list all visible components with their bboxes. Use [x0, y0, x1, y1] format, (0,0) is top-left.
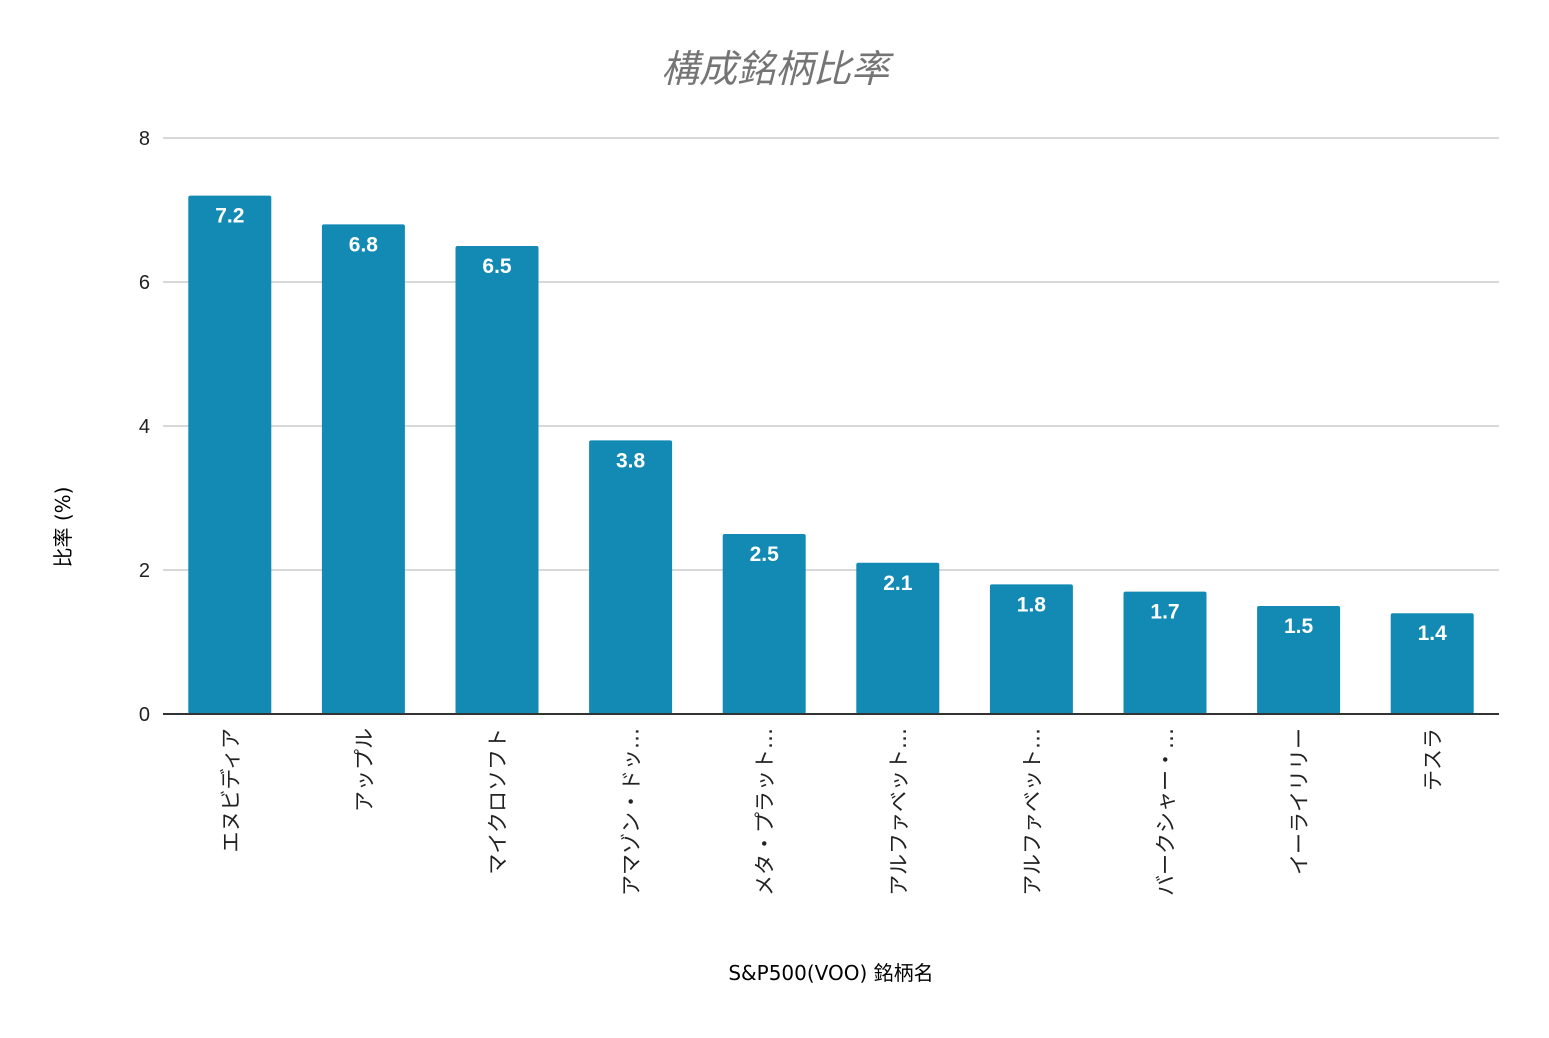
- x-tick-label: アルファベット…: [887, 728, 911, 896]
- x-axis-ticks: エヌビディア アップル マイクロソフト アマゾン・ドッ… メタ・プラット… アルファベット…: [219, 728, 1445, 896]
- x-tick-label: イーライリリー: [1288, 728, 1312, 875]
- bar-value-label: 6.8: [349, 233, 379, 256]
- x-tick-label: マイクロソフト: [486, 728, 510, 875]
- bar-value-label: 1.8: [1017, 593, 1047, 616]
- bar: [589, 440, 673, 714]
- y-tick-label: 0: [139, 704, 150, 726]
- x-axis-title: S&P500(VOO) 銘柄名: [728, 961, 933, 985]
- bar-value-label: 2.5: [750, 543, 780, 566]
- x-tick-label: アマゾン・ドッ…: [620, 728, 644, 896]
- bar: [1123, 591, 1207, 714]
- x-tick-label: アルファベット…: [1020, 728, 1044, 896]
- bar-value-label: 3.8: [616, 449, 646, 472]
- bar-value-label: 1.7: [1150, 601, 1179, 624]
- y-axis-ticks: 0 2 4 6 8: [139, 128, 150, 726]
- bar-value-label: 1.5: [1284, 615, 1314, 638]
- chart-title: 構成銘柄比率: [661, 47, 894, 91]
- x-tick-label: アップル: [352, 728, 376, 812]
- y-tick-label: 2: [139, 560, 150, 582]
- bar: [856, 562, 940, 714]
- x-tick-label: テスラ: [1421, 728, 1445, 791]
- bar-value-label: 2.1: [883, 572, 913, 595]
- bar: [1257, 606, 1341, 714]
- bar: [1390, 613, 1474, 714]
- bar: [722, 534, 806, 714]
- x-tick-label: エヌビディア: [219, 728, 243, 853]
- bars: [188, 195, 1474, 715]
- bar-value-label: 7.2: [215, 205, 244, 228]
- bar: [989, 584, 1073, 714]
- bar-value-label: 1.4: [1418, 622, 1448, 645]
- bar: [455, 246, 539, 714]
- bar: [321, 224, 405, 714]
- bar: [188, 195, 272, 715]
- y-tick-label: 8: [139, 128, 150, 150]
- data-labels: 7.2 6.8 6.5 3.8 2.5 2.1 1.8 1.7 1.5 1.4: [215, 205, 1447, 646]
- x-tick-label: バークシャー・…: [1154, 728, 1178, 896]
- y-tick-label: 6: [139, 272, 150, 294]
- y-axis-title: 比率 (%): [51, 487, 75, 568]
- y-tick-label: 4: [139, 416, 150, 438]
- x-tick-label: メタ・プラット…: [753, 728, 777, 896]
- bar-value-label: 6.5: [482, 255, 512, 278]
